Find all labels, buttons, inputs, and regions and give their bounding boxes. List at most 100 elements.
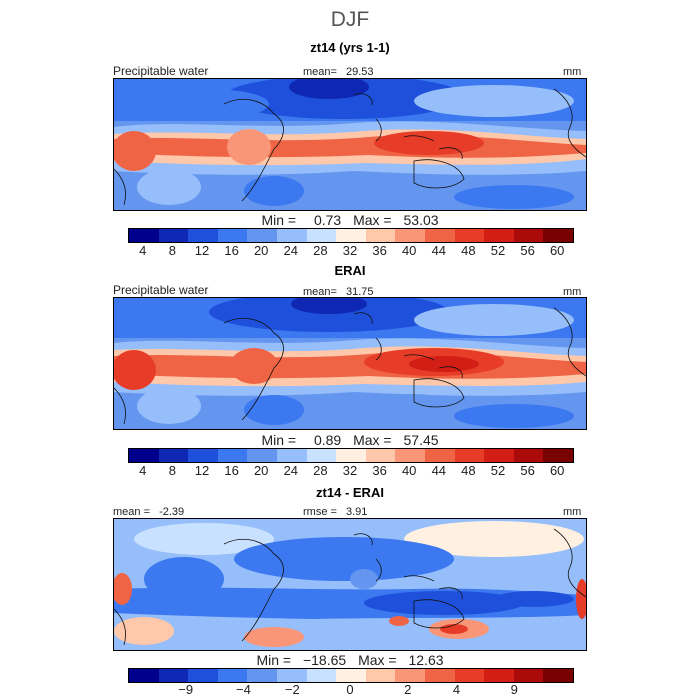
- panel-3-map-svg: [114, 519, 586, 650]
- colorbar-tick-label: −2: [284, 682, 300, 697]
- colorbar-tick-label: 12: [194, 243, 210, 258]
- colorbar-swatch: [513, 449, 544, 462]
- colorbar-swatch: [129, 229, 159, 242]
- panel-1-max-label: Max =: [353, 212, 392, 228]
- panel-2-mean-label: mean=: [303, 286, 337, 298]
- colorbar-tick-label: 60: [549, 243, 565, 258]
- colorbar-tick-label: 16: [224, 243, 239, 258]
- colorbar-tick-label: 36: [372, 243, 387, 258]
- panel-3-rmse-label: rmse =: [303, 506, 337, 518]
- colorbar-swatch: [365, 229, 396, 242]
- colorbar-swatch: [247, 229, 277, 242]
- colorbar-tick-label: 52: [490, 243, 506, 258]
- panel-2-minmax: Min = 0.89 Max = 57.45: [0, 432, 700, 448]
- panel-3-colorbar: [128, 668, 574, 683]
- panel-3-rmse: rmse = 3.91: [303, 506, 367, 518]
- colorbar-tick-label: 40: [401, 463, 417, 478]
- colorbar-swatch: [484, 669, 514, 682]
- colorbar-tick-label: 16: [224, 463, 239, 478]
- colorbar-swatch: [276, 229, 307, 242]
- panel-3-max-label: Max =: [358, 652, 397, 668]
- colorbar-swatch: [513, 229, 544, 242]
- panel-2-min-label: Min =: [261, 432, 297, 448]
- colorbar-tick-label: 24: [283, 243, 299, 258]
- colorbar-swatch: [424, 229, 455, 242]
- panel-1-map-svg: [114, 79, 586, 210]
- panel-2-mean-value: 31.75: [346, 286, 374, 298]
- panel-2-colorbar: [128, 448, 574, 463]
- colorbar-swatch: [217, 449, 248, 462]
- colorbar-swatch: [454, 449, 485, 462]
- colorbar-swatch: [306, 669, 337, 682]
- colorbar-swatch: [454, 669, 485, 682]
- colorbar-swatch: [217, 229, 248, 242]
- panel-1-colorbar-ticks: 4 8 12 16 20 24 28 32 36 40 44 48 52 56 60: [128, 243, 572, 259]
- panel-2-mean: mean= 31.75: [303, 286, 374, 298]
- panel-3-title: zt14 - ERAI: [316, 485, 384, 500]
- panel-1-map: [113, 78, 587, 211]
- figure-title: DJF: [330, 8, 370, 31]
- colorbar-swatch: [424, 669, 455, 682]
- colorbar-tick-label: 20: [253, 463, 269, 478]
- panel-1-colorbar: [128, 228, 574, 243]
- colorbar-swatch: [365, 669, 396, 682]
- colorbar-swatch: [158, 669, 189, 682]
- colorbar-swatch: [336, 229, 366, 242]
- panel-3-mean-value: -2.39: [159, 506, 185, 518]
- colorbar-tick-label: −9: [178, 682, 194, 697]
- colorbar-tick-label: 0: [346, 682, 354, 697]
- colorbar-swatch: [188, 229, 218, 242]
- panel-1-minmax: Min = 0.73 Max = 53.03: [0, 212, 700, 228]
- colorbar-tick-label: 4: [452, 682, 461, 697]
- panel-2-map-svg: [114, 298, 586, 429]
- colorbar-tick-label: 24: [283, 463, 299, 478]
- panel-2-max-value: 57.45: [403, 432, 439, 448]
- colorbar-swatch: [158, 229, 189, 242]
- panel-3-map: [113, 518, 587, 651]
- panel-2-title: ERAI: [334, 263, 366, 278]
- panel-1-mean-label: mean=: [303, 66, 337, 78]
- colorbar-swatch: [543, 449, 573, 462]
- panel-2-colorbar-ticks: 4 8 12 16 20 24 28 32 36 40 44 48 52 56 60: [128, 463, 572, 479]
- panel-3-min-label: Min =: [256, 652, 292, 668]
- colorbar-tick-label: 36: [372, 463, 387, 478]
- colorbar-swatch: [395, 229, 425, 242]
- panel-2-min-value: 0.89: [313, 432, 342, 448]
- colorbar-swatch: [543, 669, 573, 682]
- colorbar-tick-label: 12: [194, 463, 210, 478]
- colorbar-swatch: [336, 669, 366, 682]
- panel-2-units: mm: [563, 286, 582, 298]
- colorbar-tick-label: 44: [431, 243, 447, 258]
- colorbar-tick-label: 44: [431, 463, 447, 478]
- panel-3-rmse-value: 3.91: [346, 506, 368, 518]
- colorbar-tick-label: 32: [342, 243, 358, 258]
- panel-2-max-label: Max =: [353, 432, 392, 448]
- panel-1-mean-value: 29.53: [346, 66, 374, 78]
- colorbar-tick-label: 60: [549, 463, 565, 478]
- colorbar-swatch: [247, 669, 277, 682]
- colorbar-tick-label: 56: [520, 463, 535, 478]
- colorbar-swatch: [484, 229, 514, 242]
- colorbar-tick-label: 2: [404, 682, 412, 697]
- colorbar-swatch: [158, 449, 189, 462]
- colorbar-tick-label: 4: [139, 463, 147, 478]
- colorbar-tick-label: 8: [168, 243, 177, 258]
- colorbar-swatch: [543, 229, 573, 242]
- colorbar-swatch: [336, 449, 366, 462]
- panel-1-mean: mean= 29.53: [303, 66, 374, 78]
- colorbar-tick-label: −4: [236, 682, 251, 697]
- colorbar-swatch: [365, 449, 396, 462]
- panel-3-minmax: Min = −18.65 Max = 12.63: [0, 652, 700, 668]
- colorbar-swatch: [395, 669, 425, 682]
- colorbar-swatch: [454, 229, 485, 242]
- colorbar-tick-label: 56: [520, 243, 535, 258]
- colorbar-swatch: [395, 449, 425, 462]
- colorbar-tick-label: 32: [342, 463, 358, 478]
- colorbar-tick-label: 52: [490, 463, 506, 478]
- colorbar-swatch: [306, 229, 337, 242]
- colorbar-tick-label: 20: [253, 243, 269, 258]
- colorbar-tick-label: 9: [510, 682, 518, 697]
- colorbar-tick-label: 28: [313, 463, 328, 478]
- colorbar-tick-label: 40: [401, 243, 417, 258]
- colorbar-swatch: [484, 449, 514, 462]
